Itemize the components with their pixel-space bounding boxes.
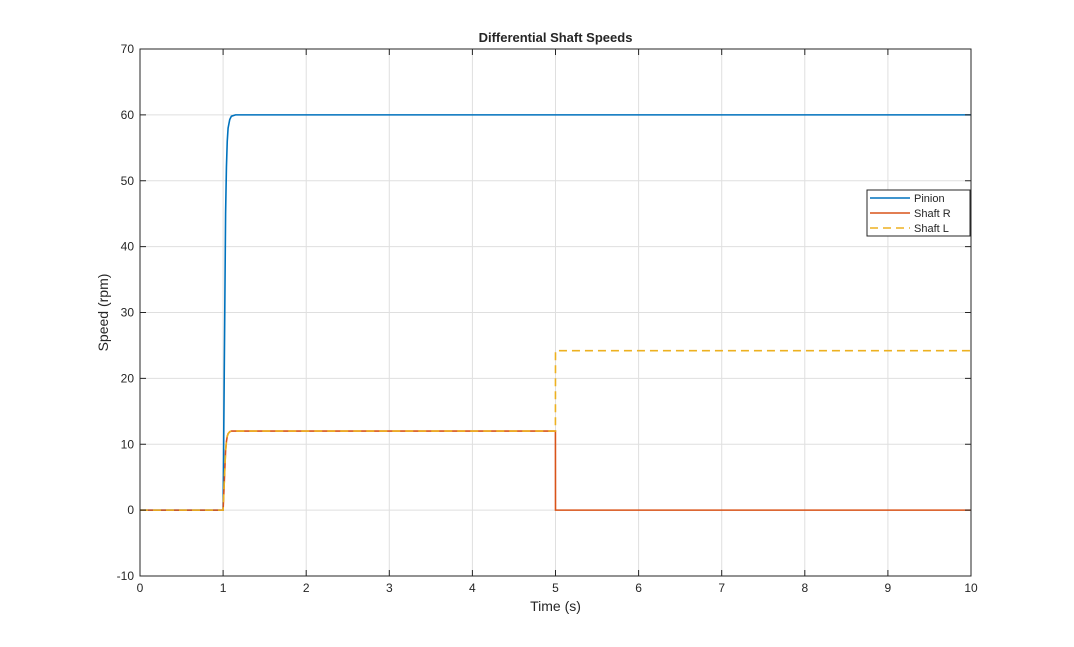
y-tick-label: 50 (121, 174, 135, 188)
y-axis-label: Speed (rpm) (95, 274, 111, 352)
x-tick-label: 0 (137, 581, 144, 595)
x-tick-label: 5 (552, 581, 559, 595)
x-tick-label: 9 (885, 581, 892, 595)
y-tick-label: 70 (121, 42, 135, 56)
x-axis-label: Time (s) (530, 598, 581, 614)
y-tick-label: 0 (127, 503, 134, 517)
legend-label: Pinion (914, 193, 945, 205)
y-tick-label: 20 (121, 371, 135, 385)
y-tick-label: -10 (117, 569, 135, 583)
x-tick-label: 3 (386, 581, 393, 595)
y-tick-label: 30 (121, 306, 135, 320)
x-tick-label: 4 (469, 581, 476, 595)
x-tick-label: 8 (801, 581, 808, 595)
series-layer (140, 114, 971, 511)
x-tick-label: 7 (718, 581, 725, 595)
y-tick-label: 60 (121, 108, 135, 122)
x-tick-label: 2 (303, 581, 310, 595)
y-tick-label: 40 (121, 240, 135, 254)
x-tick-label: 1 (220, 581, 227, 595)
chart-title: Differential Shaft Speeds (479, 30, 633, 45)
legend-label: Shaft R (914, 208, 951, 220)
series-line-shaft-l (140, 349, 971, 511)
legend: Pinion Shaft R Shaft L (866, 189, 971, 237)
legend-label: Shaft L (914, 223, 949, 235)
series-line-shaft-r (140, 430, 971, 511)
series-line-pinion (140, 114, 971, 511)
y-tick-label: 10 (121, 437, 135, 451)
grid (140, 49, 971, 576)
x-tick-label: 6 (635, 581, 642, 595)
x-tick-label: 10 (964, 581, 978, 595)
